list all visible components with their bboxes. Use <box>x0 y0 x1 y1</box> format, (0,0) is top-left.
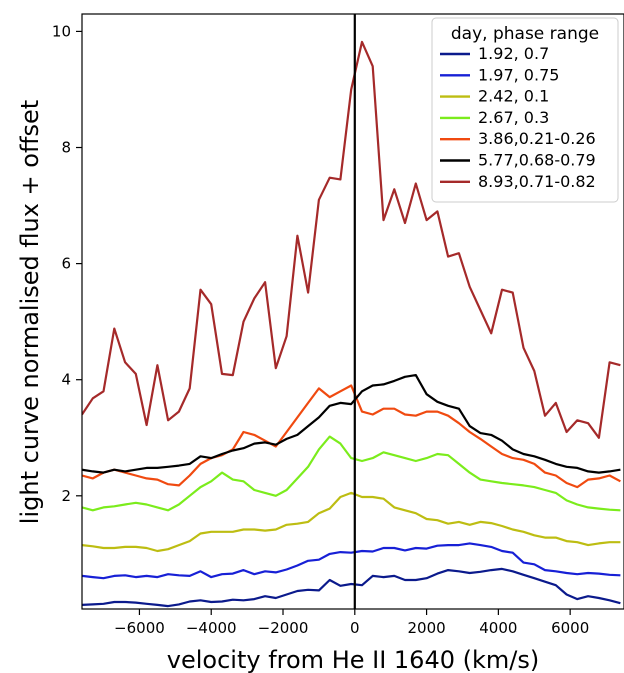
x-axis-title: velocity from He II 1640 (km/s) <box>167 646 539 673</box>
series-group <box>82 40 621 608</box>
x-tick-label: 6000 <box>551 619 589 637</box>
legend-entry-label: 1.97, 0.75 <box>478 65 559 84</box>
plot-area: −6000 −4000 −2000 0 2000 4000 6000 2 4 6 8 10 <box>52 13 624 637</box>
y-tick-label: 2 <box>61 487 71 505</box>
legend-box <box>431 17 619 203</box>
legend-entry-label: 1.92, 0.7 <box>478 44 549 63</box>
legend-entry-label: 3.86,0.21-0.26 <box>478 129 596 148</box>
legend-entry-label: 8.93,0.71-0.82 <box>478 172 596 191</box>
y-tick-label: 10 <box>52 22 71 40</box>
legend-entry-label: 5.77,0.68-0.79 <box>478 151 596 170</box>
series-line-5 <box>82 374 621 474</box>
legend-title: day, phase range <box>451 24 599 44</box>
x-tick-label: −2000 <box>258 619 309 637</box>
series-line-3 <box>82 435 621 512</box>
series-line-4 <box>82 384 621 489</box>
y-tick-label: 6 <box>61 255 71 273</box>
x-axis-label: velocity from He II 1640 (km/s) <box>167 646 539 673</box>
y-axis-label: light curve normalised flux + offset <box>16 100 44 524</box>
series-line-6 <box>82 40 621 439</box>
x-tick-label: 2000 <box>407 619 445 637</box>
y-tick-label: 4 <box>61 371 71 389</box>
series-line-0 <box>82 567 621 608</box>
x-tick-label: −6000 <box>114 619 165 637</box>
x-tick-label: 4000 <box>479 619 517 637</box>
series-line-1 <box>82 542 621 580</box>
y-axis-title: light curve normalised flux + offset <box>16 100 44 524</box>
series-line-2 <box>82 491 621 553</box>
y-tick-label: 8 <box>61 139 71 157</box>
x-tick-label: 0 <box>350 619 360 637</box>
x-tick-label: −4000 <box>186 619 237 637</box>
legend-entry-label: 2.42, 0.1 <box>478 87 549 106</box>
plot-frame <box>81 13 624 610</box>
legend-entry-label: 2.67, 0.3 <box>478 108 549 127</box>
